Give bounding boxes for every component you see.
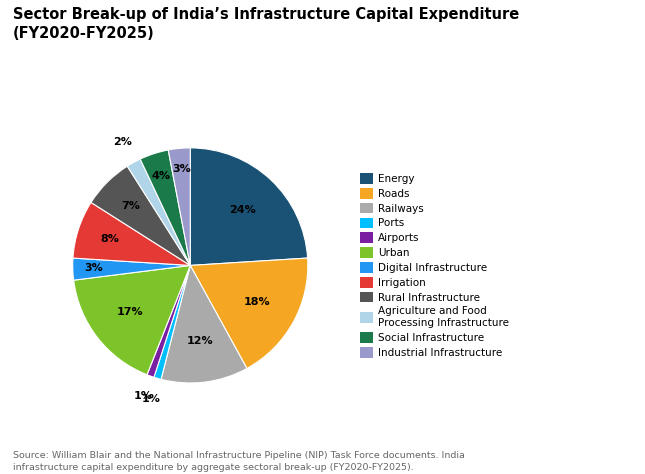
- Legend: Energy, Roads, Railways, Ports, Airports, Urban, Digital Infrastructure, Irrigat: Energy, Roads, Railways, Ports, Airports…: [357, 170, 512, 361]
- Text: 12%: 12%: [186, 336, 213, 346]
- Wedge shape: [190, 258, 308, 368]
- Text: 2%: 2%: [113, 137, 132, 147]
- Text: 8%: 8%: [101, 234, 119, 244]
- Wedge shape: [190, 148, 308, 265]
- Wedge shape: [161, 265, 247, 383]
- Text: 4%: 4%: [152, 171, 171, 181]
- Wedge shape: [147, 265, 190, 377]
- Text: Sector Break-up of India’s Infrastructure Capital Expenditure
(FY2020-FY2025): Sector Break-up of India’s Infrastructur…: [13, 7, 519, 41]
- Wedge shape: [73, 202, 190, 265]
- Text: 3%: 3%: [172, 164, 190, 174]
- Text: 3%: 3%: [84, 264, 103, 273]
- Wedge shape: [74, 265, 190, 375]
- Text: 17%: 17%: [117, 307, 143, 317]
- Text: 18%: 18%: [244, 297, 270, 307]
- Text: 7%: 7%: [121, 201, 140, 210]
- Text: 1%: 1%: [142, 393, 161, 404]
- Text: 24%: 24%: [229, 205, 256, 215]
- Text: 1%: 1%: [134, 391, 153, 401]
- Wedge shape: [91, 166, 190, 265]
- Wedge shape: [127, 159, 190, 265]
- Wedge shape: [154, 265, 190, 379]
- Wedge shape: [140, 150, 190, 265]
- Wedge shape: [73, 258, 190, 280]
- Wedge shape: [168, 148, 190, 265]
- Text: Source: William Blair and the National Infrastructure Pipeline (NIP) Task Force : Source: William Blair and the National I…: [13, 451, 465, 472]
